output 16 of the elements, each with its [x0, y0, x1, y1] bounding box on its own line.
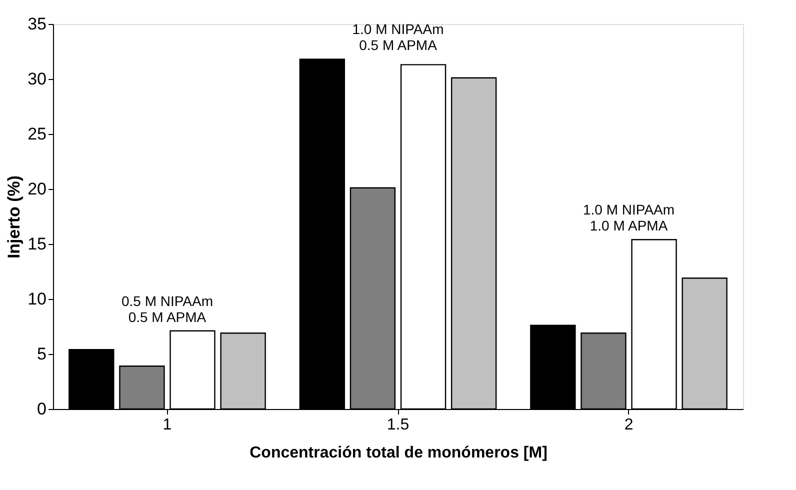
y-axis-title: Injerto (%) — [4, 175, 24, 259]
annotation: 1.0 M NIPAAm 1.0 M APMA — [582, 202, 675, 234]
x-tick-label: 1 — [162, 416, 172, 434]
y-tick-label: 30 — [28, 70, 46, 88]
x-tick-label: 1.5 — [386, 416, 410, 434]
y-tick-label: 0 — [37, 400, 46, 418]
y-tick-label: 15 — [28, 234, 46, 254]
y-tick-label: 35 — [28, 14, 46, 34]
annotation: 0.5 M NIPAAm 0.5 M APMA — [121, 292, 214, 325]
y-tick-label: 20 — [28, 180, 46, 198]
x-axis-title: Concentración total de monómeros [M] — [250, 444, 548, 462]
annotation: 1.0 M NIPAAm 0.5 M APMA — [352, 21, 444, 54]
y-tick-label: 10 — [28, 290, 46, 308]
x-tick-label: 2 — [624, 416, 634, 434]
y-tick-label: 25 — [28, 124, 46, 144]
y-tick-label: 5 — [37, 344, 46, 364]
